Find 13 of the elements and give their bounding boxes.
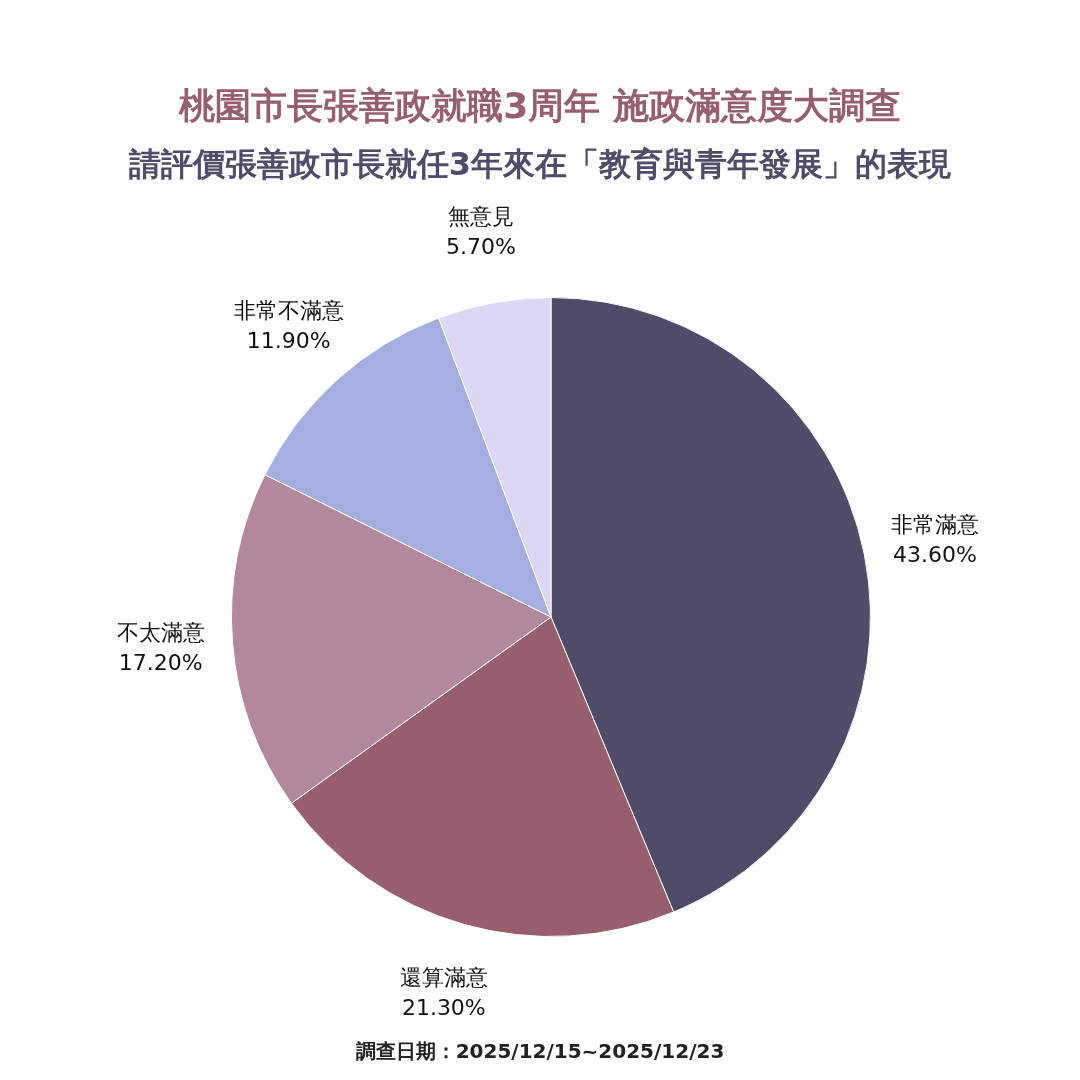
data-label: 17.20% (118, 650, 203, 676)
slice-label: 非常滿意 (890, 512, 979, 538)
chart-title: 桃園市長張善政就職3周年 施政滿意度大調查 (177, 84, 902, 128)
slice-label: 不太滿意 (116, 620, 205, 646)
slice-label: 非常不滿意 (233, 298, 344, 324)
chart-subtitle: 請評價張善政市長就任3年來在「教育與青年發展」的表現 (127, 144, 953, 185)
slice-label: 無意見 (448, 203, 515, 229)
text: 調查日期：2025/12/15~2025/12/23 (354, 1038, 726, 1065)
data-label: 5.70% (446, 233, 517, 259)
data-label: 43.60% (892, 542, 977, 568)
data-label: 21.30% (401, 995, 486, 1021)
slice-label: 還算滿意 (399, 965, 488, 991)
data-label: 11.90% (246, 328, 331, 354)
